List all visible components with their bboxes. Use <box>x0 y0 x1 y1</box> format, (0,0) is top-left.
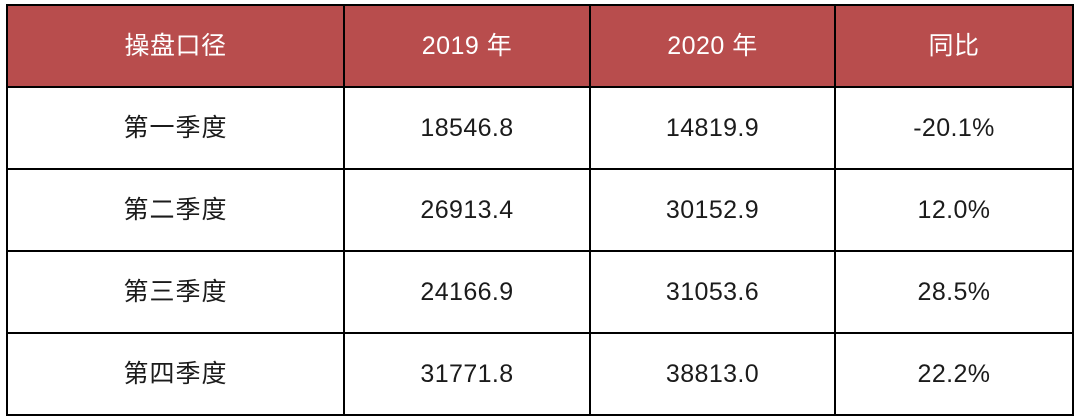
cell-quarter-label: 第三季度 <box>6 250 345 334</box>
cell-yoy-value-text: 22.2% <box>917 359 991 388</box>
table-row: 第一季度 18546.8 14819.9 -20.1% <box>6 86 1074 170</box>
column-header-yoy: 同比 <box>834 4 1074 88</box>
cell-quarter-label-text: 第一季度 <box>123 113 228 142</box>
table-row: 第四季度 31771.8 38813.0 22.2% <box>6 332 1074 416</box>
cell-yoy-value-text: 12.0% <box>917 195 991 224</box>
cell-2019-value-text: 31771.8 <box>420 359 514 388</box>
cell-yoy-value: 28.5% <box>834 250 1074 334</box>
cell-2019-value-text: 24166.9 <box>420 277 514 306</box>
column-header-2019: 2019 年 <box>343 4 591 88</box>
cell-yoy-value: 12.0% <box>834 168 1074 252</box>
cell-quarter-label-text: 第三季度 <box>123 277 228 306</box>
column-header-caliber: 操盘口径 <box>6 4 345 88</box>
column-header-2019-label: 2019 年 <box>421 31 513 60</box>
cell-2020-value-text: 14819.9 <box>665 113 760 142</box>
table-row: 第三季度 24166.9 31053.6 28.5% <box>6 250 1074 334</box>
cell-2020-value: 14819.9 <box>589 86 836 170</box>
column-header-2020-label: 2020 年 <box>667 31 758 60</box>
cell-quarter-label: 第二季度 <box>6 168 345 252</box>
cell-quarter-label: 第一季度 <box>6 86 345 170</box>
cell-2020-value-text: 38813.0 <box>665 359 760 388</box>
column-header-yoy-label: 同比 <box>928 31 980 60</box>
cell-yoy-value: -20.1% <box>834 86 1074 170</box>
table-header: 操盘口径 2019 年 2020 年 同比 <box>6 4 1074 88</box>
cell-2019-value: 31771.8 <box>343 332 591 416</box>
cell-2019-value-text: 18546.8 <box>420 113 514 142</box>
table-header-row: 操盘口径 2019 年 2020 年 同比 <box>6 4 1074 88</box>
cell-2019-value: 24166.9 <box>343 250 591 334</box>
cell-2019-value: 26913.4 <box>343 168 591 252</box>
cell-quarter-label-text: 第二季度 <box>123 195 228 224</box>
cell-2019-value: 18546.8 <box>343 86 591 170</box>
table-row: 第二季度 26913.4 30152.9 12.0% <box>6 168 1074 252</box>
cell-2020-value: 30152.9 <box>589 168 836 252</box>
column-header-2020: 2020 年 <box>589 4 836 88</box>
cell-quarter-label-text: 第四季度 <box>123 359 228 388</box>
quarterly-sales-table-wrapper: 操盘口径 2019 年 2020 年 同比 第一季度 <box>6 4 1074 416</box>
cell-2020-value-text: 30152.9 <box>665 195 760 224</box>
cell-2019-value-text: 26913.4 <box>420 195 514 224</box>
cell-yoy-value: 22.2% <box>834 332 1074 416</box>
column-header-caliber-label: 操盘口径 <box>124 31 227 60</box>
table-body: 第一季度 18546.8 14819.9 -20.1% 第二季度 <box>6 86 1074 416</box>
cell-quarter-label: 第四季度 <box>6 332 345 416</box>
cell-2020-value: 31053.6 <box>589 250 836 334</box>
quarterly-sales-table: 操盘口径 2019 年 2020 年 同比 第一季度 <box>6 4 1074 416</box>
cell-2020-value-text: 31053.6 <box>665 277 760 306</box>
cell-2020-value: 38813.0 <box>589 332 836 416</box>
cell-yoy-value-text: 28.5% <box>917 277 991 306</box>
cell-yoy-value-text: -20.1% <box>913 113 995 142</box>
